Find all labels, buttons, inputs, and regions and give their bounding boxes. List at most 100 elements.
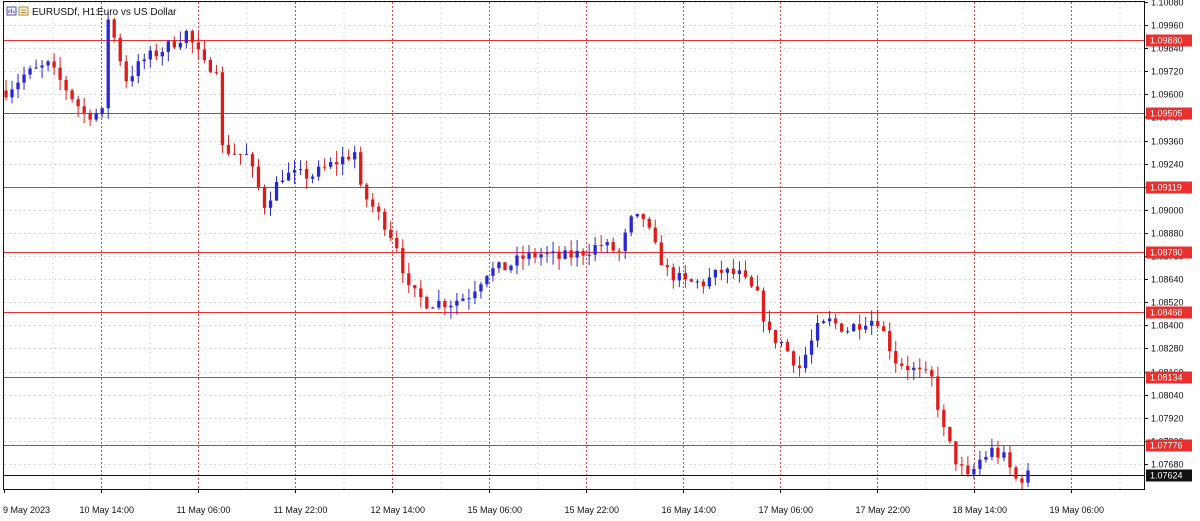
candle-bear[interactable] <box>888 322 892 360</box>
candle-bull[interactable] <box>527 245 531 266</box>
candle-bear[interactable] <box>521 245 525 270</box>
candle-bear[interactable] <box>942 404 946 437</box>
candle-bull[interactable] <box>449 300 453 319</box>
candle-bull[interactable] <box>94 108 98 122</box>
candle-bear[interactable] <box>172 36 176 50</box>
candle-bull[interactable] <box>142 53 146 70</box>
candle-bull[interactable] <box>605 238 609 254</box>
candle-bull[interactable] <box>106 11 110 119</box>
candle-bear[interactable] <box>731 259 736 279</box>
candle-bear[interactable] <box>659 235 663 266</box>
candle-bull[interactable] <box>575 239 579 267</box>
candle-bull[interactable] <box>491 261 495 282</box>
candle-bull[interactable] <box>852 322 856 332</box>
candle-bull[interactable] <box>461 293 465 302</box>
candle-bear[interactable] <box>202 40 207 64</box>
candle-bear[interactable] <box>220 66 225 153</box>
candle-bear[interactable] <box>154 43 158 61</box>
candle-bear[interactable] <box>347 149 351 161</box>
candle-bear[interactable] <box>617 247 621 262</box>
candle-bear[interactable] <box>719 260 724 281</box>
candle-bull[interactable] <box>563 246 567 260</box>
candle-bear[interactable] <box>208 57 213 73</box>
candle-bear[interactable] <box>82 97 86 124</box>
candle-bear[interactable] <box>401 239 405 283</box>
candle-bull[interactable] <box>707 268 712 290</box>
candle-bull[interactable] <box>28 65 32 79</box>
candle-bull[interactable] <box>268 191 273 216</box>
candle-bull[interactable] <box>827 311 832 327</box>
candle-bear[interactable] <box>900 358 904 370</box>
candle-bear[interactable] <box>262 184 267 215</box>
candle-bull[interactable] <box>677 266 681 288</box>
chart-settings-icon[interactable] <box>18 6 29 16</box>
candle-bull[interactable] <box>587 244 591 265</box>
candle-bear[interactable] <box>761 287 766 333</box>
candle-bear[interactable] <box>304 160 309 189</box>
candle-bull[interactable] <box>545 245 549 263</box>
candle-bear[interactable] <box>52 53 56 75</box>
candle-bull[interactable] <box>803 346 808 373</box>
candle-bull[interactable] <box>16 73 20 99</box>
candle-bear[interactable] <box>671 263 675 289</box>
candle-bear[interactable] <box>124 55 128 89</box>
candle-bear[interactable] <box>785 339 790 352</box>
candle-bull[interactable] <box>184 29 189 49</box>
candle-bull[interactable] <box>148 45 152 68</box>
candle-bear[interactable] <box>503 262 507 271</box>
candle-bull[interactable] <box>870 310 874 335</box>
candle-bear[interactable] <box>359 146 363 187</box>
chart-window-icon[interactable] <box>6 6 17 16</box>
candle-bear[interactable] <box>64 76 68 101</box>
candle-bear[interactable] <box>322 158 327 171</box>
candle-bear[interactable] <box>924 361 928 374</box>
candle-bear[interactable] <box>996 440 1000 465</box>
candle-bear[interactable] <box>569 240 573 266</box>
candle-bull[interactable] <box>286 162 291 181</box>
candle-bear[interactable] <box>839 322 844 333</box>
candle-bear[interactable] <box>1020 474 1024 490</box>
candle-bear[interactable] <box>413 284 417 298</box>
candle-bear[interactable] <box>918 358 922 378</box>
candle-bull[interactable] <box>341 146 345 175</box>
candle-bull[interactable] <box>130 65 134 87</box>
candle-bull[interactable] <box>166 39 170 62</box>
candle-bull[interactable] <box>34 59 38 70</box>
time-axis[interactable]: 9 May 2023 10 May 14:00 11 May 06:00 11 May… <box>3 489 1104 515</box>
candle-bear[interactable] <box>1008 445 1012 475</box>
candle-bear[interactable] <box>232 143 237 156</box>
candle-bear[interactable] <box>1014 465 1018 481</box>
candle-bear[interactable] <box>419 280 423 308</box>
candle-bull[interactable] <box>809 329 814 364</box>
candle-bear[interactable] <box>701 278 706 294</box>
candle-bull[interactable] <box>46 59 50 72</box>
candle-bear[interactable] <box>689 278 693 283</box>
candle-bear[interactable] <box>599 235 603 252</box>
candle-bull[interactable] <box>551 241 555 265</box>
candle-bear[interactable] <box>76 95 80 118</box>
candle-bear[interactable] <box>377 202 381 221</box>
candle-bull[interactable] <box>821 319 826 324</box>
candle-bull[interactable] <box>845 327 850 335</box>
candle-bear[interactable] <box>4 79 8 101</box>
candle-bear[interactable] <box>930 366 934 387</box>
candle-bear[interactable] <box>389 221 393 242</box>
candle-bull[interactable] <box>473 280 477 305</box>
candle-bear[interactable] <box>118 33 122 67</box>
candle-bear[interactable] <box>683 264 687 288</box>
candle-bear[interactable] <box>365 182 369 208</box>
candle-bear[interactable] <box>647 216 651 231</box>
candle-bear[interactable] <box>557 245 561 270</box>
candle-bull[interactable] <box>353 145 357 169</box>
candle-bear[interactable] <box>611 237 615 253</box>
candle-bear[interactable] <box>334 150 339 176</box>
candle-bull[interactable] <box>310 173 315 184</box>
candle-bull[interactable] <box>485 275 489 288</box>
candle-bull[interactable] <box>725 267 730 284</box>
candle-bear[interactable] <box>226 134 231 157</box>
candle-bull[interactable] <box>22 66 26 90</box>
candle-bull[interactable] <box>100 107 104 118</box>
candle-bear[interactable] <box>214 64 219 75</box>
candle-bear[interactable] <box>70 88 74 103</box>
